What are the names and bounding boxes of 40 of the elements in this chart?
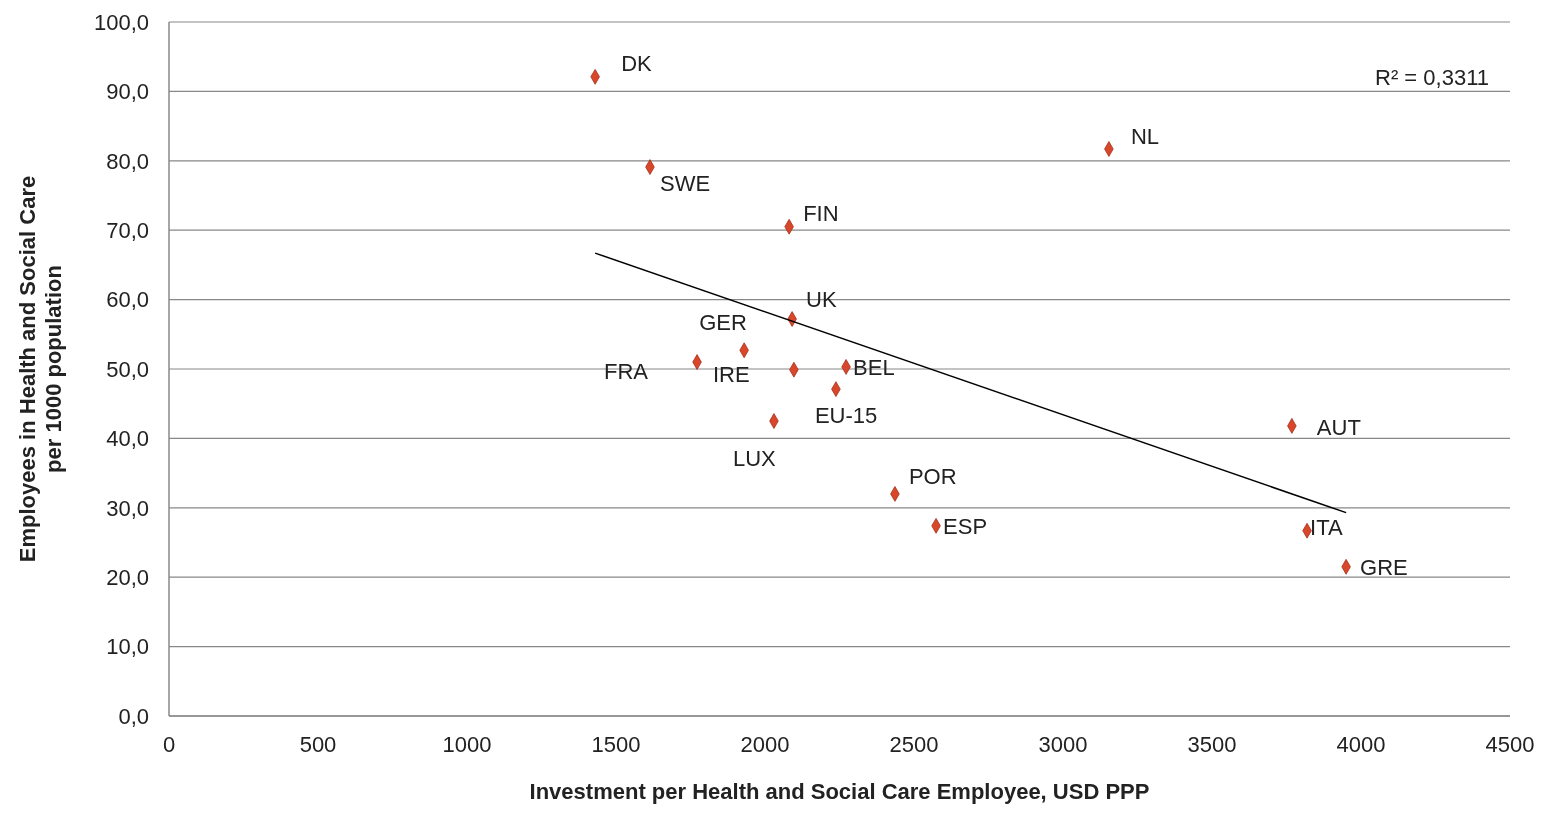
x-tick-label: 1000 <box>442 731 492 757</box>
y-tick-label: 40,0 <box>106 426 149 452</box>
y-tick-label: 30,0 <box>106 495 149 521</box>
x-tick-label: 2500 <box>889 731 939 757</box>
annotation: GER <box>699 309 747 335</box>
y-tick-label: 50,0 <box>106 356 149 382</box>
y-tick-label: 90,0 <box>106 79 149 105</box>
annotation: GRE <box>1360 555 1408 581</box>
y-tick-label: 0,0 <box>118 703 149 729</box>
y-tick-label: 10,0 <box>106 634 149 660</box>
y-tick-label: 20,0 <box>106 565 149 591</box>
x-axis-title: Investment per Health and Social Care Employee, USD PPP <box>529 779 1150 804</box>
y-axis-title: Employees in Health and Social Care per 1000 population <box>15 175 66 563</box>
annotation: ITA <box>1310 515 1343 541</box>
annotation: EU-15 <box>814 402 878 428</box>
annotation: LUX <box>732 445 777 471</box>
annotation: FIN <box>803 201 839 227</box>
y-tick-label: 60,0 <box>106 287 149 313</box>
x-tick-label: 3500 <box>1187 731 1237 757</box>
annotation: FRA <box>604 358 649 384</box>
annotation: ESP <box>943 514 988 540</box>
x-tick-label: 1500 <box>591 731 641 757</box>
x-tick-label: 3000 <box>1038 731 1088 757</box>
annotation: NL <box>1130 123 1160 149</box>
x-tick-label: 4000 <box>1336 731 1386 757</box>
annotation: SWE <box>659 170 711 196</box>
annotation: POR <box>908 464 957 490</box>
x-tick-label: 500 <box>299 731 337 757</box>
annotation: R² = 0,3311 <box>1375 65 1489 91</box>
annotation: AUT <box>1316 415 1361 441</box>
y-tick-label: 70,0 <box>106 218 149 244</box>
y-tick-label: 100,0 <box>93 9 149 35</box>
annotation: BEL <box>853 355 895 381</box>
x-tick-label: 4500 <box>1485 731 1535 757</box>
x-tick-label: 2000 <box>740 731 790 757</box>
annotation: IRE <box>712 362 750 388</box>
y-tick-label: 80,0 <box>106 148 149 174</box>
x-tick-label: 0 <box>162 731 176 757</box>
annotation: DK <box>621 51 653 77</box>
annotation: UK <box>806 286 838 312</box>
